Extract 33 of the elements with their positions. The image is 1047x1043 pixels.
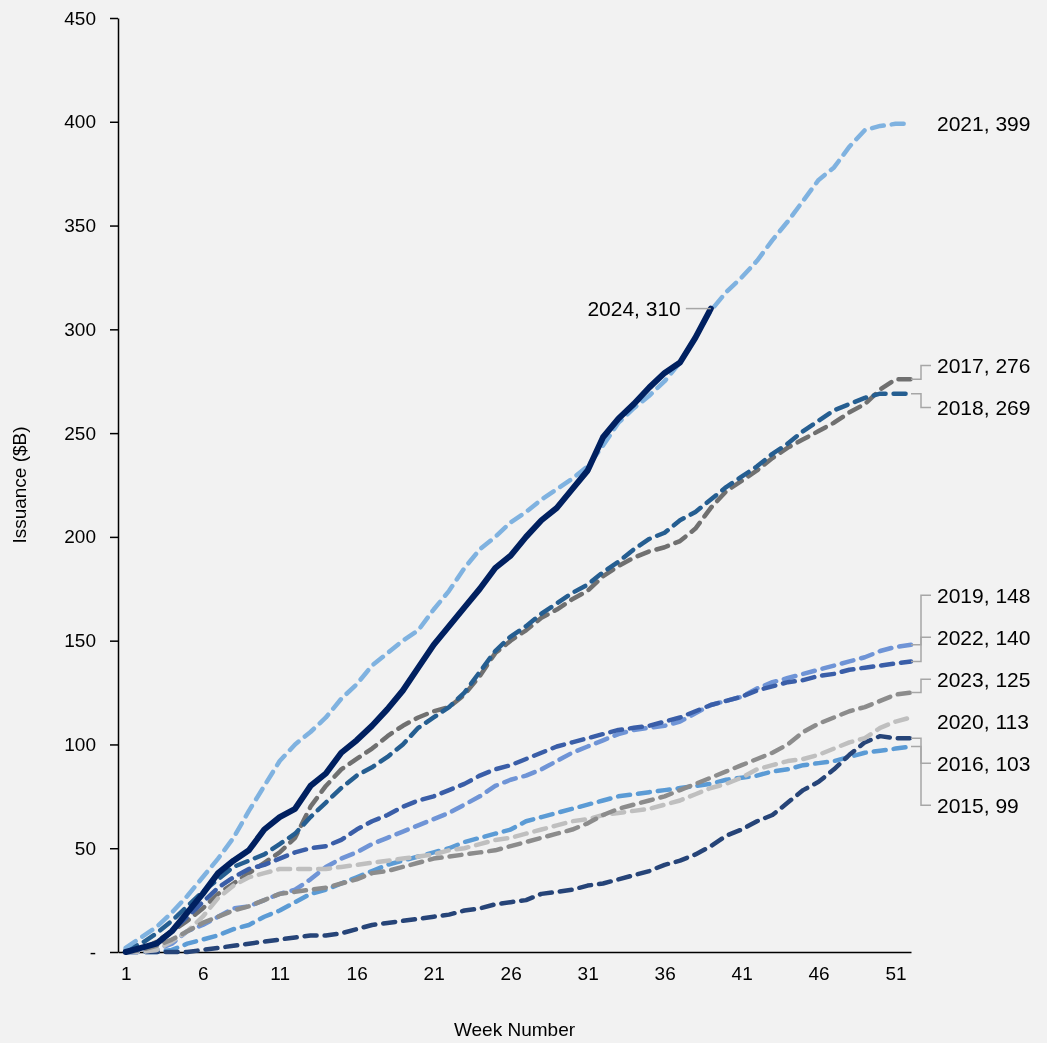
y-tick-label: 300 <box>64 318 96 340</box>
data-label: 2024, 310 <box>587 296 681 320</box>
data-label: 2018, 269 <box>937 395 1031 419</box>
y-tick-label: 100 <box>64 734 96 756</box>
x-tick-label: 36 <box>654 962 676 984</box>
data-label: 2016, 103 <box>937 751 1031 775</box>
x-tick-label: 11 <box>270 962 291 984</box>
y-tick-label: 50 <box>74 837 96 859</box>
x-axis-title: Week Number <box>453 1019 576 1040</box>
x-tick-label: 46 <box>808 962 830 984</box>
y-tick-label: 150 <box>64 630 96 652</box>
y-tick-label: 350 <box>64 215 96 237</box>
data-label: 2019, 148 <box>937 583 1031 607</box>
y-tick-label: - <box>89 941 96 963</box>
x-tick-label: 21 <box>423 962 445 984</box>
data-label: 2023, 125 <box>937 667 1031 691</box>
x-tick-label: 1 <box>120 962 132 984</box>
data-label: 2017, 276 <box>937 353 1031 377</box>
x-tick-label: 31 <box>577 962 599 984</box>
data-label: 2020, 113 <box>937 709 1029 733</box>
x-tick-label: 16 <box>346 962 368 984</box>
x-tick-label: 26 <box>500 962 522 984</box>
data-label: 2022, 140 <box>937 625 1031 649</box>
y-tick-label: 250 <box>64 422 96 444</box>
y-tick-label: 200 <box>64 526 96 548</box>
y-axis-title: Issuance ($B) <box>9 426 30 544</box>
data-label: 2021, 399 <box>937 112 1031 136</box>
x-tick-label: 6 <box>197 962 209 984</box>
x-tick-label: 41 <box>731 962 753 984</box>
x-tick-label: 51 <box>885 962 907 984</box>
data-label: 2015, 99 <box>937 793 1019 817</box>
y-tick-label: 400 <box>64 111 96 133</box>
y-tick-label: 450 <box>64 7 96 29</box>
